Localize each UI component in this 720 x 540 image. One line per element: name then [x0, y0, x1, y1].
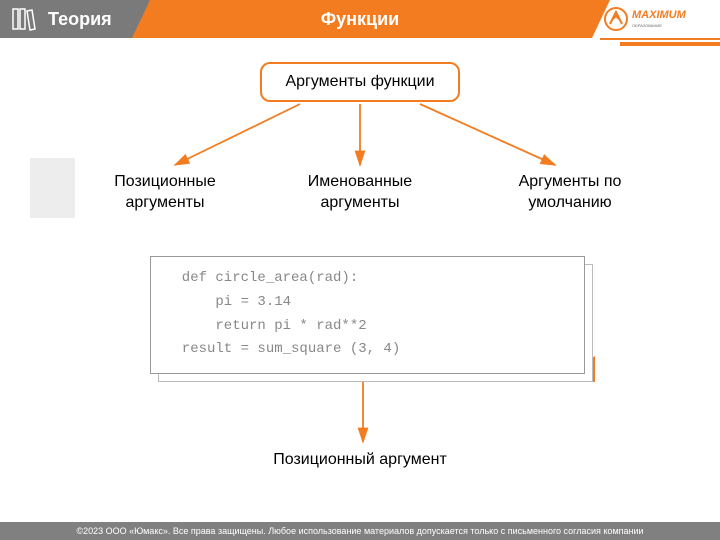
copyright-text: ©2023 ООО «Юмакс». Все права защищены. Л…: [76, 526, 643, 536]
header: Теория Функции MAXIMUM ОБРАЗОВАНИЕ: [0, 0, 720, 38]
book-icon: [10, 6, 36, 32]
annotation-label: Позиционный аргумент: [270, 450, 450, 471]
branch-named: Именованные аргументы: [290, 172, 430, 214]
decor-stripe: [600, 38, 720, 40]
gray-box-decor: [30, 158, 75, 218]
code-box: def circle_area(rad): pi = 3.14 return p…: [150, 256, 585, 374]
theory-label: Теория: [48, 9, 112, 30]
svg-text:MAXIMUM: MAXIMUM: [632, 9, 687, 21]
diagram-root: Аргументы функции: [260, 62, 460, 102]
root-label: Аргументы функции: [285, 73, 434, 91]
footer: ©2023 ООО «Юмакс». Все права защищены. Л…: [0, 522, 720, 540]
logo: MAXIMUM ОБРАЗОВАНИЕ: [602, 2, 712, 36]
svg-text:ОБРАЗОВАНИЕ: ОБРАЗОВАНИЕ: [632, 23, 662, 28]
page-title: Функции: [130, 0, 590, 38]
code-content: def circle_area(rad): pi = 3.14 return p…: [165, 270, 400, 357]
branch-positional: Позиционные аргументы: [100, 172, 230, 214]
decor-stripe2: [620, 42, 720, 46]
branch-default: Аргументы по умолчанию: [500, 172, 640, 214]
